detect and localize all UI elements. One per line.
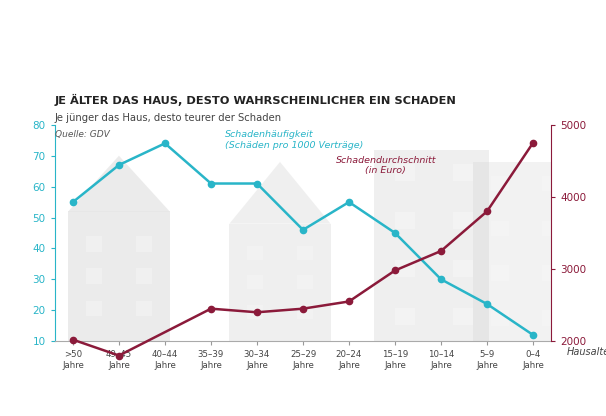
Bar	[85, 301, 102, 317]
Bar	[542, 265, 560, 281]
Bar	[491, 176, 509, 191]
Polygon shape	[230, 162, 331, 224]
Bar	[453, 212, 473, 229]
Text: Hausalter: Hausalter	[567, 347, 606, 357]
Bar	[247, 275, 263, 290]
Bar	[453, 308, 473, 325]
Text: Quelle: GDV: Quelle: GDV	[55, 130, 109, 139]
Bar	[395, 164, 415, 181]
Bar	[297, 275, 313, 290]
Bar	[297, 305, 313, 319]
Bar	[85, 236, 102, 252]
Bar	[395, 260, 415, 277]
Bar	[136, 236, 152, 252]
Bar	[247, 246, 263, 260]
Text: Schadendurchschnitt
(in Euro): Schadendurchschnitt (in Euro)	[336, 156, 436, 175]
Bar	[542, 310, 560, 326]
Bar	[395, 308, 415, 325]
Bar	[453, 164, 473, 181]
Text: Je jünger das Haus, desto teurer der Schaden: Je jünger das Haus, desto teurer der Sch…	[55, 113, 282, 123]
Bar	[247, 305, 263, 319]
Text: JE ÄLTER DAS HAUS, DESTO WAHRSCHEINLICHER EIN SCHADEN: JE ÄLTER DAS HAUS, DESTO WAHRSCHEINLICHE…	[55, 94, 456, 106]
Bar	[453, 260, 473, 277]
Bar	[230, 224, 331, 341]
Bar	[491, 265, 509, 281]
Bar	[542, 220, 560, 236]
Bar	[395, 212, 415, 229]
Polygon shape	[68, 156, 170, 211]
Bar	[136, 268, 152, 284]
Bar	[68, 211, 170, 341]
Bar	[85, 268, 102, 284]
Bar	[473, 162, 574, 341]
Bar	[491, 220, 509, 236]
Text: Schadenhäufigkeit
(Schäden pro 1000 Verträge): Schadenhäufigkeit (Schäden pro 1000 Vert…	[225, 130, 363, 149]
Bar	[491, 310, 509, 326]
Bar	[375, 149, 489, 341]
Bar	[297, 246, 313, 260]
Bar	[542, 176, 560, 191]
Bar	[136, 301, 152, 317]
